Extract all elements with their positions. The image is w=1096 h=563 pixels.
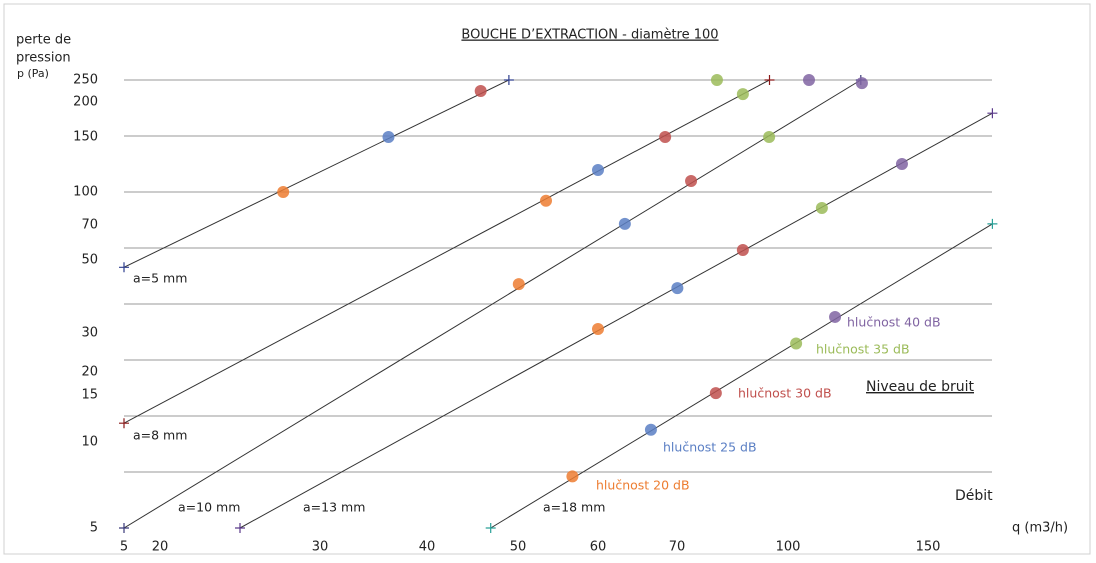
point: [710, 74, 723, 86]
y-tick-label: 50: [81, 253, 98, 268]
size-line: [123, 79, 510, 268]
y-label: perte de: [16, 33, 71, 48]
y-label: pression: [16, 51, 71, 66]
point: [382, 131, 395, 143]
point: [685, 175, 698, 187]
point: [763, 131, 776, 143]
x-tick-label: 40: [419, 540, 436, 555]
legend-label: hlučnost 40 dB: [847, 315, 941, 330]
point: [540, 194, 552, 207]
x-label: q (m3/h): [1012, 521, 1068, 536]
y-tick-label: 200: [73, 95, 98, 110]
y-tick-label: 100: [73, 185, 98, 200]
line-label: a=18 mm: [543, 500, 605, 515]
line-label: a=5 mm: [133, 271, 187, 286]
x-tick-label: 20: [152, 540, 169, 555]
x-tick-label: 70: [669, 540, 686, 555]
point: [566, 470, 579, 483]
point: [829, 310, 842, 323]
legend-label: hlučnost 30 dB: [738, 386, 832, 401]
line-label: a=10 mm: [178, 500, 240, 515]
y-tick-label: 30: [81, 326, 98, 341]
legend-label: hlučnost 20 dB: [596, 478, 690, 493]
point: [803, 74, 815, 86]
point: [671, 282, 684, 295]
end-marker: [987, 218, 998, 229]
end-marker: [119, 262, 129, 273]
end-marker: [119, 523, 129, 533]
point: [644, 423, 657, 436]
point: [659, 131, 672, 143]
end-marker: [987, 108, 998, 119]
grid: [124, 79, 992, 473]
y-tick-label: 20: [81, 365, 98, 380]
legend-label: hlučnost 25 dB: [663, 440, 757, 455]
point: [474, 85, 487, 97]
x-tick-label: 50: [510, 540, 527, 555]
line-label: a=8 mm: [133, 428, 187, 443]
point: [790, 337, 803, 350]
size-line: [123, 79, 862, 529]
annotation: Débit: [955, 488, 993, 504]
point: [592, 164, 604, 176]
point: [815, 201, 828, 214]
annotation: Niveau de bruit: [866, 379, 975, 395]
end-marker: [764, 75, 775, 85]
end-marker: [119, 418, 129, 429]
legend-label: hlučnost 35 dB: [816, 342, 910, 357]
y-tick-label: 250: [73, 73, 98, 88]
chart-title: BOUCHE D’EXTRACTION - diamètre 100: [461, 28, 718, 43]
point: [736, 88, 749, 101]
point: [895, 157, 908, 170]
y-tick-label: 10: [81, 435, 98, 450]
y-tick-label: 5: [90, 521, 98, 536]
point: [618, 217, 631, 230]
y-tick-label: 70: [81, 218, 98, 233]
y-tick-label: 150: [73, 130, 98, 145]
end-marker: [235, 523, 245, 533]
point: [736, 244, 749, 257]
x-tick-label: 60: [590, 540, 607, 555]
y-unit: p (Pa): [17, 67, 49, 80]
end-marker: [485, 523, 496, 533]
point: [592, 322, 604, 335]
size-line: [239, 112, 993, 529]
end-marker: [503, 75, 514, 85]
frame: [3, 3, 1091, 555]
y-tick-label: 15: [81, 388, 98, 403]
point: [855, 77, 868, 90]
x-tick-label: 150: [916, 540, 941, 555]
point: [512, 278, 525, 291]
x-tick-label: 5: [120, 540, 128, 555]
point: [277, 186, 290, 198]
point: [709, 387, 722, 400]
x-tick-label: 100: [776, 540, 801, 555]
line-label: a=13 mm: [303, 500, 365, 515]
x-tick-label: 30: [312, 540, 329, 555]
